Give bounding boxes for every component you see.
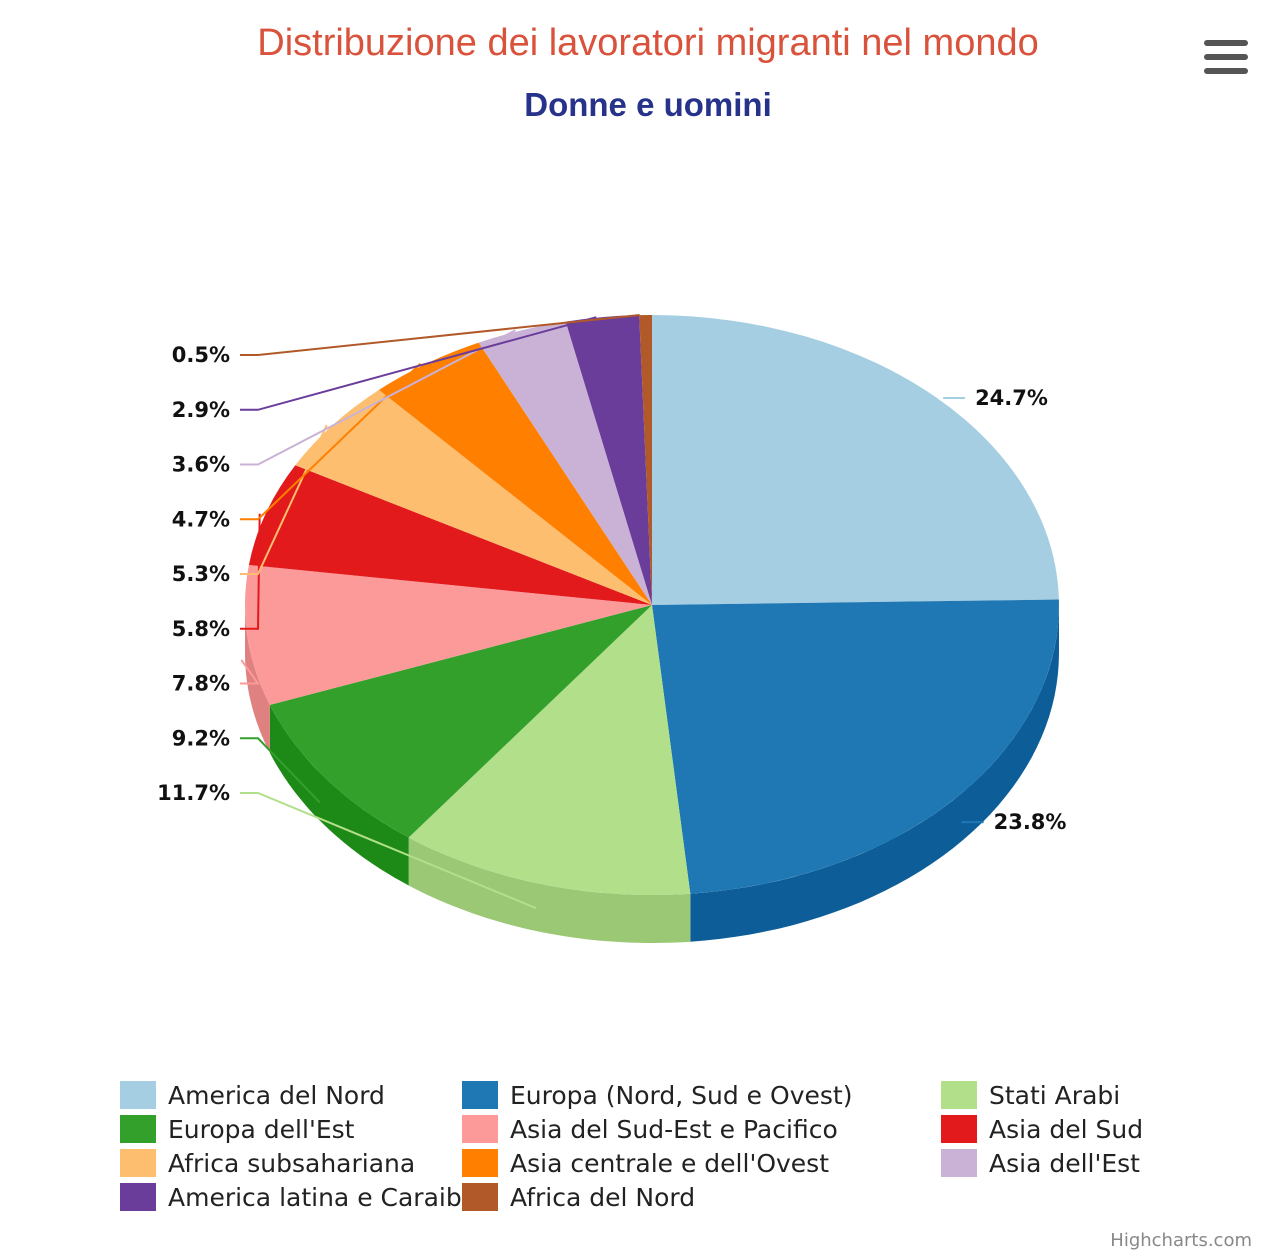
legend-item-stati-arabi[interactable]: Stati Arabi	[941, 1079, 1120, 1111]
data-label-europa-nord-sud-e-ovest: 23.8%	[994, 810, 1067, 834]
data-label-asia-del-sud-est-e-pacifico: 7.8%	[172, 672, 230, 696]
credits-link[interactable]: Highcharts.com	[1110, 1230, 1252, 1251]
connector-asia-centrale-e-dell-ovest	[240, 362, 422, 521]
legend-item-america-del-nord[interactable]: America del Nord	[120, 1079, 385, 1111]
legend-swatch	[462, 1183, 498, 1211]
legend-swatch	[941, 1115, 977, 1143]
pie-side-stati-arabi	[408, 837, 691, 943]
connector-asia-del-sud-est-e-pacifico	[240, 659, 260, 685]
legend-swatch	[120, 1081, 156, 1109]
pie-slice-asia-centrale-e-dell-ovest[interactable]	[379, 342, 652, 605]
pie-slice-america-del-nord[interactable]	[652, 315, 1059, 605]
legend-swatch	[462, 1115, 498, 1143]
pie-chart: 24.7% 23.8% 11.7% 9.2% 7.8% 5.8% 5.3% 4.7% 3.6% 2…	[157, 314, 1067, 943]
data-label-stati-arabi: 11.7%	[157, 781, 230, 805]
chart-subtitle: Donne e uomini	[524, 86, 772, 123]
legend-swatch	[120, 1149, 156, 1177]
hamburger-menu-icon[interactable]	[1204, 40, 1248, 74]
legend-item-asia-dell-est[interactable]: Asia dell'Est	[941, 1147, 1140, 1179]
data-label-america-latina-e-caraibi: 2.9%	[172, 398, 230, 422]
legend-swatch	[120, 1183, 156, 1211]
legend-label: Africa del Nord	[510, 1182, 696, 1212]
data-label-africa-del-nord: 0.5%	[172, 343, 230, 367]
pie-side-europa-nord-sud-e-ovest	[690, 605, 1059, 942]
legend-label: America latina e Caraibi	[168, 1182, 469, 1212]
legend-label: America del Nord	[168, 1080, 385, 1110]
legend-item-europa-dell-est[interactable]: Europa dell'Est	[120, 1113, 354, 1145]
legend-label: Africa subsahariana	[168, 1148, 416, 1178]
connector-asia-dell-est	[240, 329, 516, 466]
connector-europa-dell-est	[240, 737, 321, 804]
data-labels: 24.7% 23.8% 11.7% 9.2% 7.8% 5.8% 5.3% 4.7% 3.6% 2…	[157, 314, 1067, 910]
legend-swatch	[941, 1081, 977, 1109]
legend-item-africa-subsahariana[interactable]: Africa subsahariana	[120, 1147, 415, 1179]
chart-title: Distribuzione dei lavoratori migranti ne…	[257, 22, 1039, 64]
legend-label: Europa dell'Est	[168, 1114, 355, 1144]
legend-item-asia-centrale-e-dell-ovest[interactable]: Asia centrale e dell'Ovest	[462, 1147, 829, 1179]
legend-label: Europa (Nord, Sud e Ovest)	[510, 1080, 853, 1110]
data-label-africa-subsahariana: 5.3%	[172, 562, 230, 586]
pie-slice-america-latina-e-caraibi[interactable]	[565, 315, 652, 605]
pie-slice-africa-subsahariana[interactable]	[295, 389, 652, 605]
legend-label: Asia centrale e dell'Ovest	[510, 1148, 830, 1178]
pie-slice-stati-arabi[interactable]	[408, 605, 691, 895]
pie-slice-asia-del-sud-est-e-pacifico[interactable]	[245, 565, 652, 705]
legend-item-africa-del-nord[interactable]: Africa del Nord	[462, 1181, 695, 1213]
legend-item-europa-nord-sud-e-ovest[interactable]: Europa (Nord, Sud e Ovest)	[462, 1079, 852, 1111]
pie-slice-europa-dell-est[interactable]	[269, 605, 652, 838]
connector-america-latina-e-caraibi	[240, 316, 597, 411]
pie-slice-africa-del-nord[interactable]	[639, 314, 652, 605]
legend-swatch	[462, 1081, 498, 1109]
pie-slice-europa-nord-sud-e-ovest[interactable]	[652, 599, 1059, 894]
legend-item-america-latina-e-caraibi[interactable]: America latina e Caraibi	[120, 1181, 469, 1213]
data-label-asia-centrale-e-dell-ovest: 4.7%	[172, 507, 230, 531]
connector-stati-arabi	[240, 792, 537, 910]
data-label-asia-dell-est: 3.6%	[172, 453, 230, 477]
legend-label: Asia dell'Est	[989, 1148, 1140, 1178]
legend-item-asia-del-sud[interactable]: Asia del Sud	[941, 1113, 1143, 1145]
pie-slice-asia-del-sud[interactable]	[248, 465, 652, 605]
connector-asia-del-sud	[240, 513, 261, 630]
legend-item-asia-del-sud-est-e-pacifico[interactable]: Asia del Sud-Est e Pacifico	[462, 1113, 838, 1145]
data-label-asia-del-sud: 5.8%	[172, 617, 230, 641]
legend-label: Asia del Sud	[989, 1114, 1144, 1144]
pie-side-asia-del-sud-est-e-pacifico	[245, 605, 270, 753]
data-label-europa-dell-est: 9.2%	[172, 726, 230, 750]
pie-slices	[245, 314, 1059, 895]
legend-label: Asia del Sud-Est e Pacifico	[510, 1114, 838, 1144]
legend-swatch	[462, 1149, 498, 1177]
data-label-america-del-nord: 24.7%	[975, 386, 1048, 410]
connector-africa-del-nord	[240, 314, 640, 356]
legend-label: Stati Arabi	[989, 1080, 1121, 1110]
pie-slice-asia-dell-est[interactable]	[478, 321, 652, 605]
legend-swatch	[941, 1149, 977, 1177]
legend-swatch	[120, 1115, 156, 1143]
